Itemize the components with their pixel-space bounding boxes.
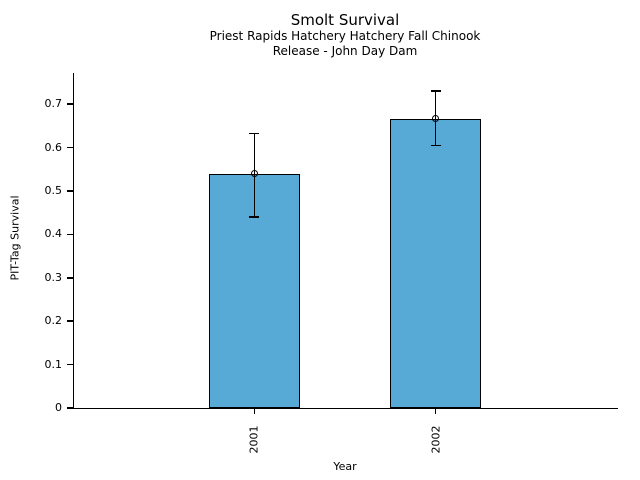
y-tick-label: 0.2 (44, 314, 63, 328)
x-tick-label-2002: 2002 (418, 419, 454, 459)
error-cap-top-2001 (249, 132, 260, 135)
y-tick-label: 0.4 (44, 227, 63, 241)
chart-subtitle-line-2: Release - John Day Dam (272, 44, 418, 58)
y-tick-mark (67, 277, 73, 279)
error-cap-top-2002 (430, 90, 441, 92)
x-tick-mark (253, 408, 256, 414)
y-tick-mark (67, 190, 73, 192)
y-tick-mark (67, 233, 73, 236)
mean-marker-2002 (432, 115, 440, 123)
y-tick-mark (67, 407, 73, 409)
x-tick-mark (434, 408, 437, 414)
chart-subtitle-line-1: Priest Rapids Hatchery Hatchery Fall Chi… (209, 29, 481, 43)
y-tick-label: 0.5 (44, 184, 63, 198)
y-tick-label: 0.1 (44, 357, 63, 371)
x-axis-label: Year (333, 460, 357, 473)
y-tick-mark (67, 146, 73, 149)
mean-marker-2001 (250, 170, 258, 178)
x-tick-label-2001: 2001 (236, 419, 272, 459)
y-tick-label: 0 (55, 401, 62, 414)
y-tick-mark (67, 320, 73, 322)
chart-title-block: Smolt Survival Priest Rapids Hatchery Ha… (73, 11, 617, 59)
y-tick-label: 0.6 (44, 140, 63, 154)
y-tick-label: 0.7 (44, 97, 63, 111)
plot-area (73, 73, 618, 409)
y-tick-mark (67, 363, 73, 366)
y-tick-label: 0.3 (44, 270, 63, 284)
y-tick-mark (67, 103, 73, 105)
x-tick-label-text: 2001 (247, 425, 261, 453)
error-cap-bottom-2002 (430, 144, 441, 147)
chart-title: Smolt Survival (290, 11, 400, 29)
bar-2002 (390, 118, 481, 408)
x-tick-label-text: 2002 (429, 425, 443, 453)
error-cap-bottom-2001 (249, 216, 260, 218)
